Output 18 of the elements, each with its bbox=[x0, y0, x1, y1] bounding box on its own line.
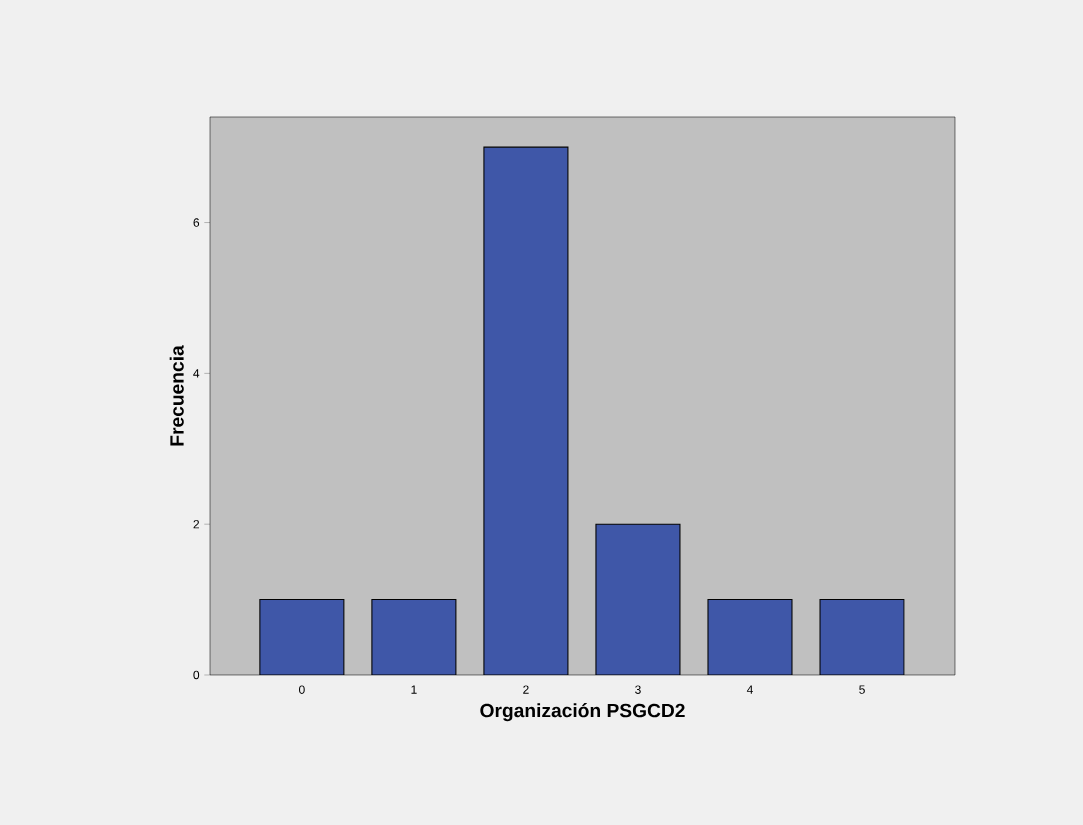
x-tick-label: 1 bbox=[411, 685, 417, 694]
y-tick-label: 0 bbox=[193, 670, 200, 680]
bar bbox=[819, 599, 905, 675]
y-axis-title: Frecuencia bbox=[169, 345, 184, 446]
bar bbox=[595, 524, 680, 675]
x-tick-label: 3 bbox=[635, 685, 641, 694]
y-tick-label: 2 bbox=[193, 519, 199, 529]
bar bbox=[259, 599, 344, 675]
y-tick-label: 6 bbox=[193, 218, 200, 227]
bar bbox=[371, 599, 456, 675]
bar bbox=[483, 147, 568, 675]
bar bbox=[707, 599, 792, 675]
x-axis-title: Organización PSGCD2 bbox=[480, 703, 685, 722]
x-tick-label: 0 bbox=[298, 685, 305, 694]
x-tick-label: 5 bbox=[859, 685, 865, 694]
x-tick-label: 2 bbox=[523, 685, 529, 694]
x-tick-label: 4 bbox=[746, 685, 753, 694]
y-tick-label: 4 bbox=[193, 369, 200, 378]
